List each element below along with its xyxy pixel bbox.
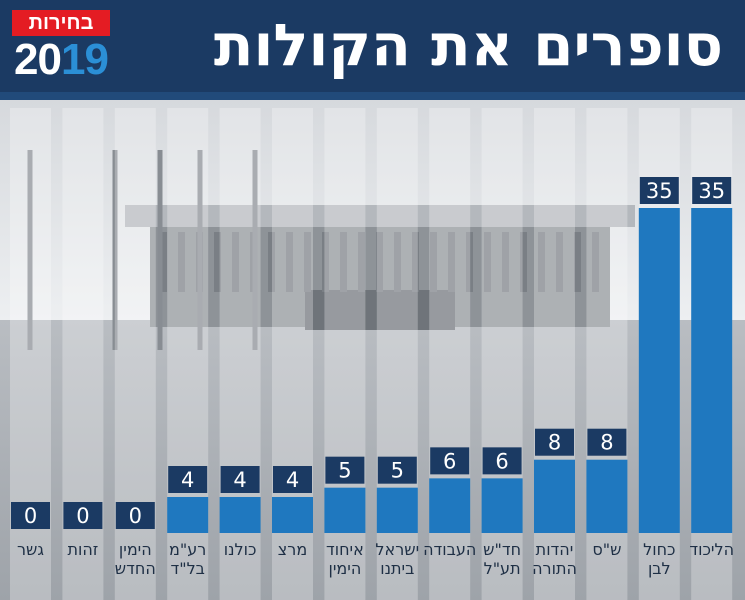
- party-label: כולנו: [224, 540, 257, 559]
- party-label: החדש: [115, 559, 156, 578]
- logo-label: בחירות: [12, 10, 110, 36]
- value-label-box: [377, 456, 417, 484]
- logo-year: 2019: [12, 36, 110, 84]
- value-label: 35: [698, 179, 725, 203]
- value-label-box: [692, 177, 732, 204]
- party-label: כחול: [643, 540, 675, 559]
- value-label: 8: [600, 431, 613, 455]
- party-label: ישראל: [375, 540, 419, 559]
- party-label: יהדות: [536, 540, 574, 559]
- party-label: לבן: [648, 559, 671, 578]
- value-label-box: [430, 447, 470, 475]
- value-label: 4: [181, 468, 194, 492]
- value-label-box: [220, 466, 260, 493]
- party-label: ביתנו: [380, 559, 414, 578]
- party-label: הימין: [328, 559, 361, 578]
- party-label: גשר: [17, 540, 44, 559]
- value-label: 0: [24, 504, 37, 528]
- party-label: תע"ל: [484, 559, 521, 578]
- party-label: העבודה: [423, 540, 476, 559]
- party-label: זהות: [67, 540, 98, 559]
- value-label: 0: [129, 504, 142, 528]
- bar: [219, 497, 261, 533]
- value-label-box: [325, 456, 365, 484]
- value-label-box: [168, 466, 208, 493]
- party-label: רע"מ: [169, 540, 206, 559]
- value-label-box: [535, 428, 574, 456]
- party-label: ש"ס: [592, 540, 621, 559]
- elections-logo: בחירות 2019: [12, 10, 110, 84]
- bar: [324, 487, 366, 533]
- value-label: 8: [548, 431, 561, 455]
- value-label: 5: [338, 459, 351, 483]
- party-label: התורה: [532, 559, 577, 578]
- party-label: חד"ש: [483, 540, 521, 559]
- value-label: 4: [286, 468, 299, 492]
- value-label-box: [11, 502, 50, 529]
- value-label: 5: [391, 459, 404, 483]
- value-label-box: [115, 502, 155, 529]
- value-label-box: [482, 447, 522, 475]
- logo-year-first: 20: [14, 35, 62, 84]
- value-label-box: [639, 177, 679, 204]
- party-label: בל"ד: [170, 559, 204, 578]
- logo-year-second: 19: [61, 35, 109, 84]
- header-bar: [0, 0, 745, 92]
- value-label: 6: [495, 449, 508, 473]
- party-label: הימין: [119, 540, 152, 559]
- bar: [429, 478, 471, 533]
- bar: [691, 208, 733, 533]
- value-label-box: [273, 466, 312, 493]
- value-label-box: [63, 502, 103, 529]
- bar: [638, 208, 680, 533]
- header-divider: [0, 92, 745, 100]
- page-title: סופרים את הקולות: [213, 11, 723, 79]
- value-label: 6: [443, 449, 456, 473]
- party-label: מרצ: [278, 540, 307, 559]
- bar: [534, 459, 575, 533]
- value-label-box: [587, 428, 627, 456]
- party-label: איחוד: [326, 540, 364, 559]
- bar: [481, 478, 523, 533]
- value-label: 4: [233, 468, 246, 492]
- bar: [272, 497, 313, 533]
- value-label: 0: [76, 504, 89, 528]
- party-label: הליכוד: [689, 540, 734, 559]
- bar: [167, 497, 209, 533]
- value-label: 35: [646, 179, 673, 203]
- bar: [586, 459, 628, 533]
- bar: [376, 487, 418, 533]
